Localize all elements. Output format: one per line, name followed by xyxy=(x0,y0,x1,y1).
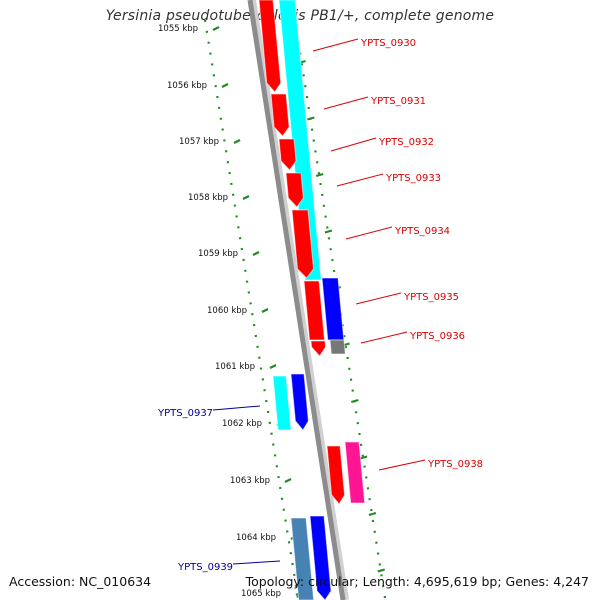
genome-backbone xyxy=(247,0,349,600)
gene-arrow[interactable] xyxy=(291,209,315,279)
gene-arrow[interactable] xyxy=(303,280,326,341)
kbp-tick-label: 1063 kbp xyxy=(230,476,270,486)
gene-arrow[interactable] xyxy=(309,515,332,600)
kbp-tick-label: 1056 kbp xyxy=(167,81,207,91)
kbp-major-tick xyxy=(284,478,292,483)
kbp-major-tick xyxy=(242,195,250,200)
backbone-line xyxy=(247,0,346,600)
gene-arrow[interactable] xyxy=(326,445,346,505)
gene-arrow[interactable] xyxy=(290,373,309,431)
gene-labels: YPTS_0930 YPTS_0931 YPTS_0932 YPTS_0933 YPTS… xyxy=(157,38,483,573)
label-leader-line xyxy=(232,560,281,565)
kbp-major-tick xyxy=(351,398,359,404)
gene-block[interactable] xyxy=(290,517,315,600)
kbp-tick-label: 1062 kbp xyxy=(222,419,262,429)
kbp-tick-label: 1065 kbp xyxy=(241,589,281,599)
kbp-tick-label: 1061 kbp xyxy=(215,362,255,372)
kbp-major-tick xyxy=(252,251,260,256)
kbp-major-tick xyxy=(261,308,269,313)
gene-label[interactable]: YPTS_0936 xyxy=(409,331,465,342)
gene-arrow[interactable] xyxy=(258,0,282,93)
kbp-tick-label: 1064 kbp xyxy=(236,533,276,543)
kbp-major-tick xyxy=(359,455,368,460)
gene-label[interactable]: YPTS_0939 xyxy=(177,562,233,573)
label-leader-line xyxy=(355,292,402,305)
label-leader-line xyxy=(312,38,359,52)
genome-stats-text: Topology: circular; Length: 4,695,619 bp… xyxy=(245,574,589,589)
kbp-major-tick xyxy=(221,83,229,88)
gene-arrow[interactable] xyxy=(285,172,304,208)
kbp-major-tick xyxy=(233,139,241,144)
label-leader-line xyxy=(360,331,408,344)
label-leader-line xyxy=(330,137,377,152)
kbp-tick-label: 1059 kbp xyxy=(198,249,238,259)
gene-features xyxy=(258,0,366,600)
label-leader-line xyxy=(336,173,384,187)
gene-arrow[interactable] xyxy=(310,340,327,357)
accession-text: Accession: NC_010634 xyxy=(9,574,152,589)
gene-label[interactable]: YPTS_0931 xyxy=(370,96,426,107)
label-leader-line xyxy=(323,96,369,110)
kbp-tick-label: 1057 kbp xyxy=(179,137,219,147)
gene-block[interactable] xyxy=(329,339,346,355)
gene-block[interactable] xyxy=(344,441,366,504)
label-leader-line xyxy=(212,405,261,411)
kbp-tick-label: 1058 kbp xyxy=(188,193,228,203)
label-leader-line xyxy=(345,226,393,240)
kbp-major-tick xyxy=(269,364,277,369)
gene-arrow[interactable] xyxy=(278,138,297,171)
gene-label[interactable]: YPTS_0937 xyxy=(157,408,213,419)
gene-label[interactable]: YPTS_0930 xyxy=(360,38,416,49)
gene-label[interactable]: YPTS_0938 xyxy=(427,459,483,470)
kbp-tick-label: 1060 kbp xyxy=(207,306,247,316)
kbp-major-tick xyxy=(368,511,377,517)
kbp-major-tick xyxy=(377,568,386,573)
kbp-major-tick xyxy=(315,172,324,178)
gene-label[interactable]: YPTS_0932 xyxy=(378,137,434,148)
kbp-major-tick xyxy=(324,229,333,234)
kbp-tick-label: 1055 kbp xyxy=(158,24,198,34)
kbp-major-tick xyxy=(212,26,220,31)
gene-block[interactable] xyxy=(272,375,292,431)
gene-label[interactable]: YPTS_0933 xyxy=(385,173,441,184)
gene-label[interactable]: YPTS_0935 xyxy=(403,292,459,303)
label-leader-line xyxy=(378,459,426,471)
kbp-major-tick xyxy=(307,116,315,121)
genome-title: Yersinia pseudotuberculosis PB1/+, compl… xyxy=(105,8,495,24)
gene-label[interactable]: YPTS_0934 xyxy=(394,226,450,237)
kbp-ruler: 1055 kbp 1056 kbp 1057 kbp 1058 kbp 1059 kbp… xyxy=(158,19,387,599)
gene-arrow[interactable] xyxy=(270,93,290,137)
